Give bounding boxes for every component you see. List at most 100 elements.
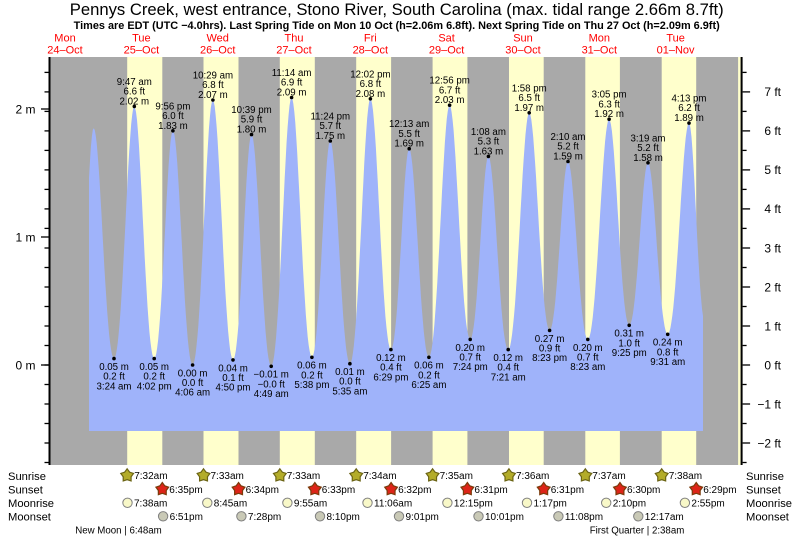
svg-text:10:01pm: 10:01pm: [485, 512, 524, 523]
svg-text:4:50 pm: 4:50 pm: [215, 383, 250, 394]
svg-text:7:38am: 7:38am: [669, 471, 702, 482]
svg-text:6:29 pm: 6:29 pm: [373, 372, 408, 383]
svg-text:6:29pm: 6:29pm: [703, 485, 736, 496]
svg-text:12:02 pm: 12:02 pm: [350, 69, 390, 80]
svg-text:6:30pm: 6:30pm: [627, 485, 660, 496]
svg-text:7:37am: 7:37am: [592, 471, 625, 482]
svg-text:8:45am: 8:45am: [214, 499, 247, 510]
svg-text:1.69 m: 1.69 m: [394, 139, 424, 150]
svg-text:12:15pm: 12:15pm: [454, 499, 493, 510]
svg-text:9:55am: 9:55am: [294, 499, 327, 510]
svg-text:Moonrise: Moonrise: [746, 498, 792, 510]
svg-text:5.9 ft: 5.9 ft: [241, 115, 263, 126]
svg-text:Sun: Sun: [513, 32, 533, 44]
svg-text:ft: ft: [771, 124, 782, 138]
svg-text:Sunset: Sunset: [8, 485, 44, 497]
svg-text:2:10pm: 2:10pm: [613, 499, 646, 510]
svg-text:1.59 m: 1.59 m: [553, 152, 583, 163]
svg-text:11:06am: 11:06am: [374, 499, 412, 510]
svg-text:ft: ft: [771, 202, 782, 216]
svg-text:8:10pm: 8:10pm: [327, 512, 360, 523]
svg-text:6:32pm: 6:32pm: [398, 485, 431, 496]
svg-text:10:29 am: 10:29 am: [193, 71, 233, 82]
svg-text:ft: ft: [771, 319, 782, 333]
svg-text:11:08pm: 11:08pm: [565, 512, 603, 523]
svg-text:0.00 m: 0.00 m: [178, 368, 208, 379]
svg-text:2.02 m: 2.02 m: [119, 96, 149, 107]
svg-text:9:47 am: 9:47 am: [117, 77, 152, 88]
svg-text:0.20 m: 0.20 m: [573, 343, 603, 354]
svg-text:6.8 ft: 6.8 ft: [202, 80, 224, 91]
svg-text:30–Oct: 30–Oct: [505, 45, 540, 57]
svg-text:0 m: 0 m: [15, 358, 35, 372]
svg-text:0.4 ft: 0.4 ft: [380, 363, 402, 374]
svg-text:6:51pm: 6:51pm: [170, 512, 203, 523]
svg-text:6.0 ft: 6.0 ft: [162, 111, 184, 122]
svg-text:0.05 m: 0.05 m: [139, 362, 169, 373]
svg-text:Pennys Creek, west entrance, S: Pennys Creek, west entrance, Stono River…: [70, 0, 724, 19]
svg-text:Tue: Tue: [666, 32, 685, 44]
svg-text:7:35am: 7:35am: [440, 471, 473, 482]
svg-text:0.9 ft: 0.9 ft: [539, 343, 561, 354]
svg-text:2.03 m: 2.03 m: [435, 95, 465, 106]
svg-text:1.58 m: 1.58 m: [633, 153, 663, 164]
svg-text:0.20 m: 0.20 m: [455, 343, 485, 354]
svg-text:7:33am: 7:33am: [287, 471, 320, 482]
svg-text:6.8 ft: 6.8 ft: [360, 79, 382, 90]
svg-text:6:33pm: 6:33pm: [322, 485, 355, 496]
svg-text:Moonset: Moonset: [746, 512, 790, 524]
svg-text:28–Oct: 28–Oct: [353, 45, 388, 57]
svg-text:Thu: Thu: [285, 32, 304, 44]
svg-text:2 m: 2 m: [15, 102, 35, 116]
svg-text:6.6 ft: 6.6 ft: [124, 87, 146, 98]
svg-text:2.07 m: 2.07 m: [198, 90, 228, 101]
svg-text:6:31pm: 6:31pm: [474, 485, 507, 496]
svg-text:10:39 pm: 10:39 pm: [231, 105, 271, 116]
svg-text:12:17am: 12:17am: [645, 512, 684, 523]
svg-text:2:55pm: 2:55pm: [691, 499, 724, 510]
svg-text:01–Nov: 01–Nov: [657, 45, 695, 57]
svg-text:0.2 ft: 0.2 ft: [143, 372, 165, 383]
svg-text:ft: ft: [771, 241, 782, 255]
svg-text:0.06 m: 0.06 m: [414, 361, 444, 372]
svg-text:3:19 am: 3:19 am: [630, 133, 665, 144]
svg-text:1.89 m: 1.89 m: [674, 113, 704, 124]
svg-text:4: 4: [764, 202, 771, 216]
svg-text:7: 7: [764, 85, 771, 99]
svg-text:−0.01 m: −0.01 m: [254, 370, 289, 381]
svg-text:27–Oct: 27–Oct: [276, 45, 311, 57]
svg-text:7:21 am: 7:21 am: [491, 372, 526, 383]
svg-text:Sat: Sat: [438, 32, 455, 44]
svg-text:6:31pm: 6:31pm: [551, 485, 584, 496]
svg-text:ft: ft: [771, 280, 782, 294]
svg-text:0.12 m: 0.12 m: [493, 353, 523, 364]
svg-text:Mon: Mon: [54, 32, 75, 44]
svg-text:25–Oct: 25–Oct: [124, 45, 159, 57]
svg-text:Moonrise: Moonrise: [8, 498, 54, 510]
svg-text:0.7 ft: 0.7 ft: [577, 352, 599, 363]
svg-text:0: 0: [764, 358, 771, 372]
svg-text:1:08 am: 1:08 am: [471, 127, 506, 138]
svg-text:4:13 pm: 4:13 pm: [671, 94, 706, 105]
svg-text:7:32am: 7:32am: [134, 471, 167, 482]
svg-text:0.2 ft: 0.2 ft: [418, 370, 440, 381]
svg-text:1.83 m: 1.83 m: [158, 121, 188, 132]
svg-text:26–Oct: 26–Oct: [200, 45, 235, 57]
svg-text:11:14 am: 11:14 am: [272, 68, 312, 79]
svg-text:5.7 ft: 5.7 ft: [320, 121, 342, 132]
svg-text:ft: ft: [771, 397, 782, 411]
svg-text:6.2 ft: 6.2 ft: [678, 103, 700, 114]
svg-text:7:38am: 7:38am: [134, 499, 167, 510]
svg-text:8:23 am: 8:23 am: [570, 362, 605, 373]
svg-text:1.0 ft: 1.0 ft: [618, 338, 640, 349]
svg-text:Tue: Tue: [132, 32, 151, 44]
svg-text:Sunrise: Sunrise: [746, 471, 784, 483]
svg-text:0.31 m: 0.31 m: [614, 329, 644, 340]
svg-text:1: 1: [764, 319, 771, 333]
svg-text:0.1 ft: 0.1 ft: [222, 373, 244, 384]
svg-text:First Quarter | 2:38am: First Quarter | 2:38am: [590, 526, 685, 537]
svg-text:12:56 pm: 12:56 pm: [429, 76, 469, 87]
svg-text:Wed: Wed: [206, 32, 228, 44]
svg-text:5.2 ft: 5.2 ft: [637, 143, 659, 154]
svg-text:1.92 m: 1.92 m: [594, 109, 624, 120]
